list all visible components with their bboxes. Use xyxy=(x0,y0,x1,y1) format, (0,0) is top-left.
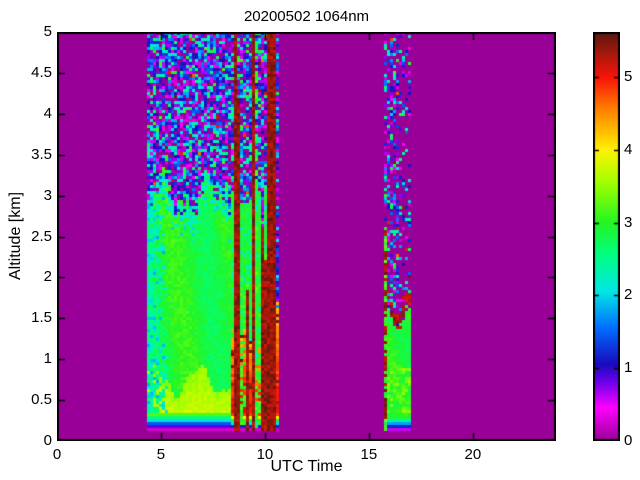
y-tick-label: 0.5 xyxy=(31,391,52,409)
colorbar-tick-label: 4 xyxy=(624,140,633,158)
colorbar-tick-label: 2 xyxy=(624,286,633,304)
colorbar-canvas xyxy=(593,32,620,441)
colorbar-tick-label: 1 xyxy=(624,359,633,377)
heatmap-canvas xyxy=(57,32,556,441)
y-tick-label: 2 xyxy=(43,268,52,286)
y-tick-label: 3.5 xyxy=(31,145,52,163)
x-tick-label: 20 xyxy=(464,446,482,463)
y-tick-label: 5 xyxy=(43,23,52,40)
colorbar-tick-label: 3 xyxy=(624,213,633,231)
y-tick-label: 3 xyxy=(43,186,52,204)
y-tick-label: 1.5 xyxy=(31,309,52,327)
y-tick-label: 2.5 xyxy=(31,227,52,245)
y-tick-label: 1 xyxy=(43,350,52,368)
x-tick-label: 10 xyxy=(256,446,274,463)
x-tick-label: 0 xyxy=(52,446,62,463)
colorbar-tick-label: 5 xyxy=(624,68,633,86)
colorbar-tick-label: 0 xyxy=(624,432,633,449)
x-tick-label: 5 xyxy=(156,446,166,463)
x-axis-label: UTC Time xyxy=(270,458,343,475)
y-tick-label: 4 xyxy=(43,104,52,122)
y-tick-label: 4.5 xyxy=(31,63,52,81)
x-tick-label: 15 xyxy=(360,446,378,463)
y-tick-label: 0 xyxy=(43,432,52,449)
plot-title: 20200502 1064nm xyxy=(243,8,370,25)
